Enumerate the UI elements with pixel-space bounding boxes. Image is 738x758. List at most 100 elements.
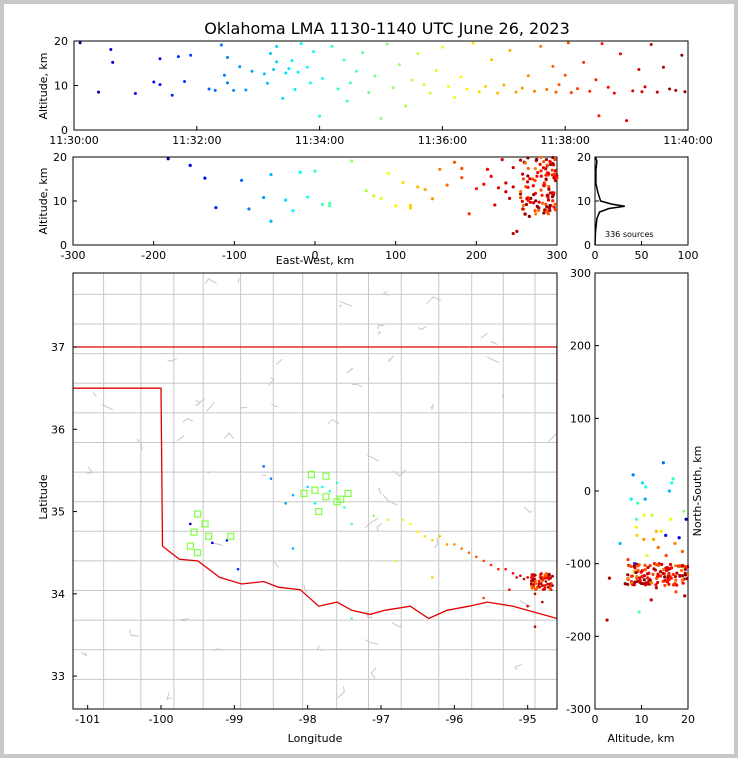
time-height-point (244, 88, 248, 92)
ew-altitude-point (166, 157, 170, 161)
altitude-ns-point (662, 567, 666, 572)
time-height-point (275, 60, 279, 64)
ew-altitude-point (214, 206, 218, 210)
altitude-ns-point (623, 582, 627, 586)
altitude-ns-point (677, 564, 682, 568)
time-height-point (308, 81, 312, 85)
plan-view-xtick-label: -97 (372, 713, 390, 726)
ew-altitude-point (547, 187, 551, 191)
ew-altitude-point (535, 174, 539, 178)
ew-altitude-point (531, 201, 536, 205)
time-height-point (268, 51, 272, 55)
ew-altitude-point (553, 202, 557, 206)
altitude-ns-point (674, 578, 678, 582)
altitude-ns-point (629, 497, 633, 501)
time-height-xtick-label: 11:38:00 (540, 134, 589, 147)
ew-altitude-point (553, 172, 557, 176)
altitude-ns-point (647, 571, 651, 575)
altitude-ns-point (668, 562, 673, 567)
altitude-ns-panel: 0 10 20 -300 -200 -100 0 100 200 300 Altitude, km… (566, 267, 704, 745)
plan-view-point (533, 592, 537, 596)
plan-view-point (551, 584, 554, 587)
plan-view-point (350, 522, 353, 526)
plan-view-point (526, 604, 529, 608)
county-line (486, 356, 500, 364)
altitude-ns-point (681, 581, 685, 585)
ew-altitude-xtick-label: -200 (141, 249, 166, 262)
county-line (382, 494, 398, 506)
ew-altitude-point (520, 199, 524, 203)
ew-altitude-point (519, 189, 523, 194)
time-height-point (321, 76, 325, 80)
altitude-ns-xtick-label: 10 (635, 713, 649, 726)
plan-view-ylabel: Latitude (37, 474, 50, 520)
altitude-ns-point (626, 582, 630, 586)
plan-view-panel: -101 -100 -99 -98 -97 -96 -95 33 34 35 36 37 Latitu… (37, 272, 558, 745)
time-height-point (158, 57, 162, 61)
ew-altitude-point (547, 185, 551, 189)
county-line (376, 523, 383, 532)
altitude-ns-point (684, 517, 688, 521)
time-height-point (683, 90, 687, 94)
lma-station-marker (307, 470, 315, 479)
plan-view-point (236, 567, 240, 571)
altitude-ns-point (680, 578, 684, 582)
altitude-ns-point (683, 594, 687, 598)
time-height-point (545, 88, 549, 92)
lma-station-marker (311, 486, 319, 494)
plan-view-point (328, 489, 331, 493)
time-height-point (520, 86, 524, 90)
plan-view-xtick-label: -96 (445, 713, 463, 726)
lma-figure: Oklahoma LMA 1130-1140 UTC June 26, 2023… (37, 19, 713, 745)
altitude-ns-point (680, 549, 685, 554)
ew-altitude-point (552, 176, 556, 180)
altitude-ns-point (618, 541, 622, 546)
ew-altitude-point (548, 160, 552, 164)
altitude-ns-point (664, 566, 668, 570)
plan-view-point (453, 543, 456, 546)
altitude-ns-xtick-label: 20 (681, 713, 695, 726)
time-height-point (391, 86, 395, 90)
time-height-point (459, 75, 463, 79)
ew-altitude-point (408, 203, 413, 207)
altitude-ns-point (655, 576, 659, 581)
plan-view-point (537, 579, 541, 583)
altitude-ns-point (667, 577, 671, 582)
time-height-point (272, 67, 276, 71)
time-height-point (514, 90, 518, 94)
ew-altitude-point (537, 200, 541, 204)
county-line (101, 404, 114, 411)
ew-altitude-point (511, 165, 515, 170)
ew-altitude-point (298, 170, 302, 174)
county-line (205, 277, 217, 284)
ew-altitude-point (550, 168, 554, 172)
time-height-point (379, 116, 383, 120)
altitude-ns-point (635, 574, 639, 579)
plan-view-xtick-label: -99 (225, 713, 243, 726)
altitude-ns-point (683, 564, 687, 569)
time-height-point (649, 43, 653, 47)
county-line (351, 383, 363, 388)
altitude-ns-point (680, 563, 685, 568)
ew-altitude-point (544, 157, 549, 162)
plan-view-point (542, 584, 546, 588)
ew-altitude-point (542, 184, 546, 188)
county-line (417, 326, 427, 331)
time-height-point (207, 87, 211, 91)
plan-view-point (519, 574, 522, 578)
ew-altitude-point (328, 201, 332, 205)
plan-view-point (460, 547, 463, 550)
plan-view-point (544, 576, 547, 580)
altitude-ns-point (642, 578, 646, 582)
altitude-ns-point (643, 497, 647, 501)
ew-altitude-point (531, 184, 535, 188)
altitude-ns-point (626, 557, 630, 562)
plan-view-point (189, 522, 192, 526)
plan-view-point (539, 576, 543, 579)
plan-view-point (547, 573, 551, 577)
ew-altitude-point (239, 178, 244, 182)
ew-altitude-point (548, 208, 552, 213)
time-height-point (557, 83, 561, 87)
time-height-point (465, 87, 469, 91)
ew-altitude-point (545, 210, 549, 214)
